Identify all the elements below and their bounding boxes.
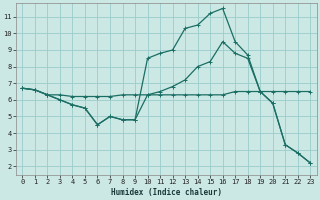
X-axis label: Humidex (Indice chaleur): Humidex (Indice chaleur) <box>111 188 222 197</box>
